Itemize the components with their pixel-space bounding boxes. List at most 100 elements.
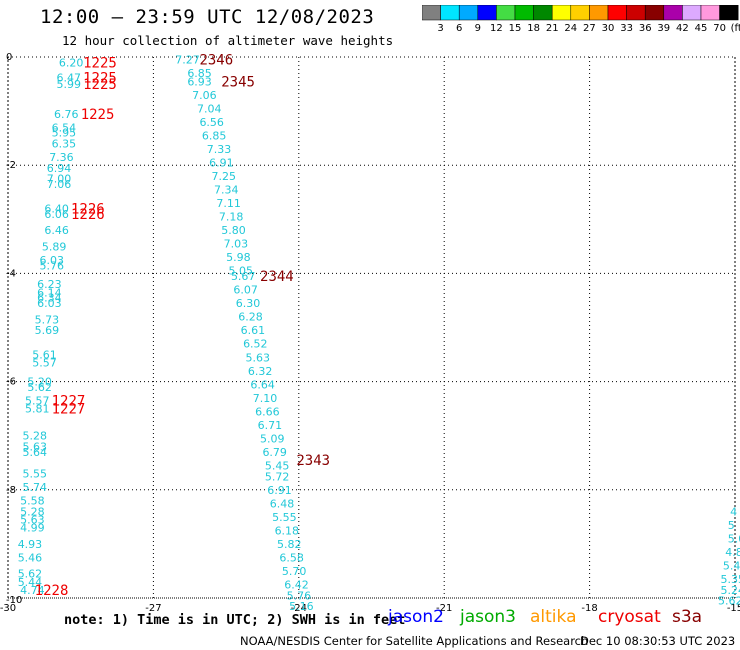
x-tick-label: -15 <box>727 603 740 614</box>
wave-height-value: 5.72 <box>265 470 290 483</box>
wave-height-value: 5.45 <box>723 560 740 573</box>
wave-height-value: 7.10 <box>253 392 277 405</box>
colorbar-label: 39 <box>657 23 670 34</box>
colorbar-label: (ft) <box>731 23 740 34</box>
wave-height-value: 5.81 <box>25 403 50 416</box>
wave-height-value: 5.35 <box>720 573 740 586</box>
wave-height-value: 6.03 <box>37 297 62 310</box>
wave-height-value: 4 <box>730 505 737 518</box>
x-tick-label: -21 <box>436 603 452 614</box>
y-tick-label: 0 <box>6 52 12 63</box>
wave-height-value: 6.85 <box>202 129 227 142</box>
wave-height-value: 5.95 <box>52 127 76 140</box>
wave-height-value: 5.82 <box>277 538 302 551</box>
wave-height-value: 6.64 <box>250 378 274 391</box>
wave-height-value: 7.25 <box>212 170 237 183</box>
wave-height-value: 6.91 <box>267 484 292 497</box>
y-tick-label: -4 <box>6 268 16 279</box>
wave-height-value: 5.20 <box>27 376 51 389</box>
wave-height-value: 5.28 <box>23 430 48 443</box>
wave-height-value: 7.36 <box>49 151 74 164</box>
satellite-legend-jason2: jason2 <box>388 607 444 627</box>
wave-height-value: 6.54 <box>52 121 76 134</box>
wave-height-value: 6.28 <box>238 311 263 324</box>
wave-height-value: 6.91 <box>209 156 234 169</box>
wave-height-value: 5.55 <box>272 511 297 524</box>
wave-height-value: 7.06 <box>192 89 217 102</box>
wave-height-value: 6.35 <box>52 138 76 151</box>
colorbar-label: 15 <box>509 23 522 34</box>
wave-height-value: 6.79 <box>262 446 287 459</box>
wave-height-value: 6.34 <box>37 292 62 305</box>
x-tick-label: -27 <box>145 603 161 614</box>
wave-height-value: 6.23 <box>37 278 62 291</box>
wave-height-value: 5.76 <box>287 589 312 602</box>
wave-height-value: 5.24 <box>720 584 740 597</box>
plot-frame <box>7 56 736 599</box>
wave-height-value: 6.18 <box>275 524 300 537</box>
pass-time-label: 1228 <box>35 583 69 599</box>
wave-height-value: 7.33 <box>207 143 232 156</box>
colorbar-label: 27 <box>583 23 596 34</box>
wave-height-value: 5.89 <box>42 240 67 253</box>
pass-time-label: 1225 <box>83 71 117 87</box>
colorbar-label: 36 <box>639 23 652 34</box>
wave-height-value: 5.0 <box>728 532 740 545</box>
wave-height-value: 5.74 <box>23 481 48 494</box>
wave-height-value: 6.07 <box>233 284 258 297</box>
wave-height-value: 6.14 <box>37 286 62 299</box>
x-tick-label: -30 <box>0 603 16 614</box>
pass-time-label: 1227 <box>52 402 86 418</box>
generated-timestamp: Dec 10 08:30:53 UTC 2023 <box>580 634 736 648</box>
wave-height-value: 6.20 <box>59 56 84 69</box>
wave-height-value: 7.34 <box>214 184 239 197</box>
wave-height-value: 6.42 <box>284 578 309 591</box>
colorbar-swatch <box>719 5 739 21</box>
pass-time-label: 1225 <box>81 107 115 123</box>
wave-height-value: 5.46 <box>18 551 43 564</box>
wave-height-value: 7.11 <box>216 197 241 210</box>
colorbar-label: 45 <box>695 23 708 34</box>
colorbar-label: 3 <box>437 23 443 34</box>
colorbar-label: 70 <box>713 23 726 34</box>
wave-height-value: 4.93 <box>18 538 43 551</box>
wave-height-value: 5.63 <box>245 351 270 364</box>
x-tick-label: -24 <box>291 603 307 614</box>
wave-height-value: 7.03 <box>224 238 249 251</box>
wave-height-value: 5.99 <box>56 78 81 91</box>
wave-height-value: 5.61 <box>32 349 57 362</box>
wave-height-value: 6.94 <box>47 162 71 175</box>
pass-time-label: 1225 <box>83 55 117 71</box>
page-title: 12:00 — 23:59 UTC 12/08/2023 <box>40 6 375 28</box>
satellite-legend-jason3: jason3 <box>460 607 516 627</box>
pass-time-label: 2344 <box>260 269 294 285</box>
wave-height-value: 5.62 <box>718 595 740 608</box>
satellite-legend-cryosat: cryosat <box>598 607 661 627</box>
wave-height-value: 4.8 <box>725 546 740 559</box>
wave-height-value: 5.63 <box>20 514 45 527</box>
wave-height-value: 6.06 <box>44 208 69 221</box>
wave-height-value: 4.99 <box>20 522 45 535</box>
wave-height-value: 6.66 <box>255 405 280 418</box>
wave-height-value: 6.76 <box>54 108 79 121</box>
wave-height-value: 5.58 <box>20 495 45 508</box>
wave-height-value: 5.45 <box>265 459 290 472</box>
pass-time-label: 1225 <box>83 77 117 93</box>
wave-height-value: 7.18 <box>219 211 244 224</box>
wave-height-value: 5.16 <box>289 600 314 613</box>
wave-height-value: 5.44 <box>18 576 43 589</box>
wave-height-value: 6.56 <box>199 116 224 129</box>
wave-height-value: 6.71 <box>258 419 283 432</box>
colorbar-label: 18 <box>527 23 540 34</box>
wave-height-value: 7.04 <box>197 102 222 115</box>
colorbar-label: 42 <box>676 23 689 34</box>
wave-height-value: 5 <box>728 519 735 532</box>
wave-height-value: 5.70 <box>282 565 307 578</box>
colorbar-label: 30 <box>602 23 615 34</box>
wave-height-value: 7.06 <box>47 178 71 191</box>
y-tick-label: -8 <box>6 485 16 496</box>
wave-height-value: 5.55 <box>23 468 48 481</box>
